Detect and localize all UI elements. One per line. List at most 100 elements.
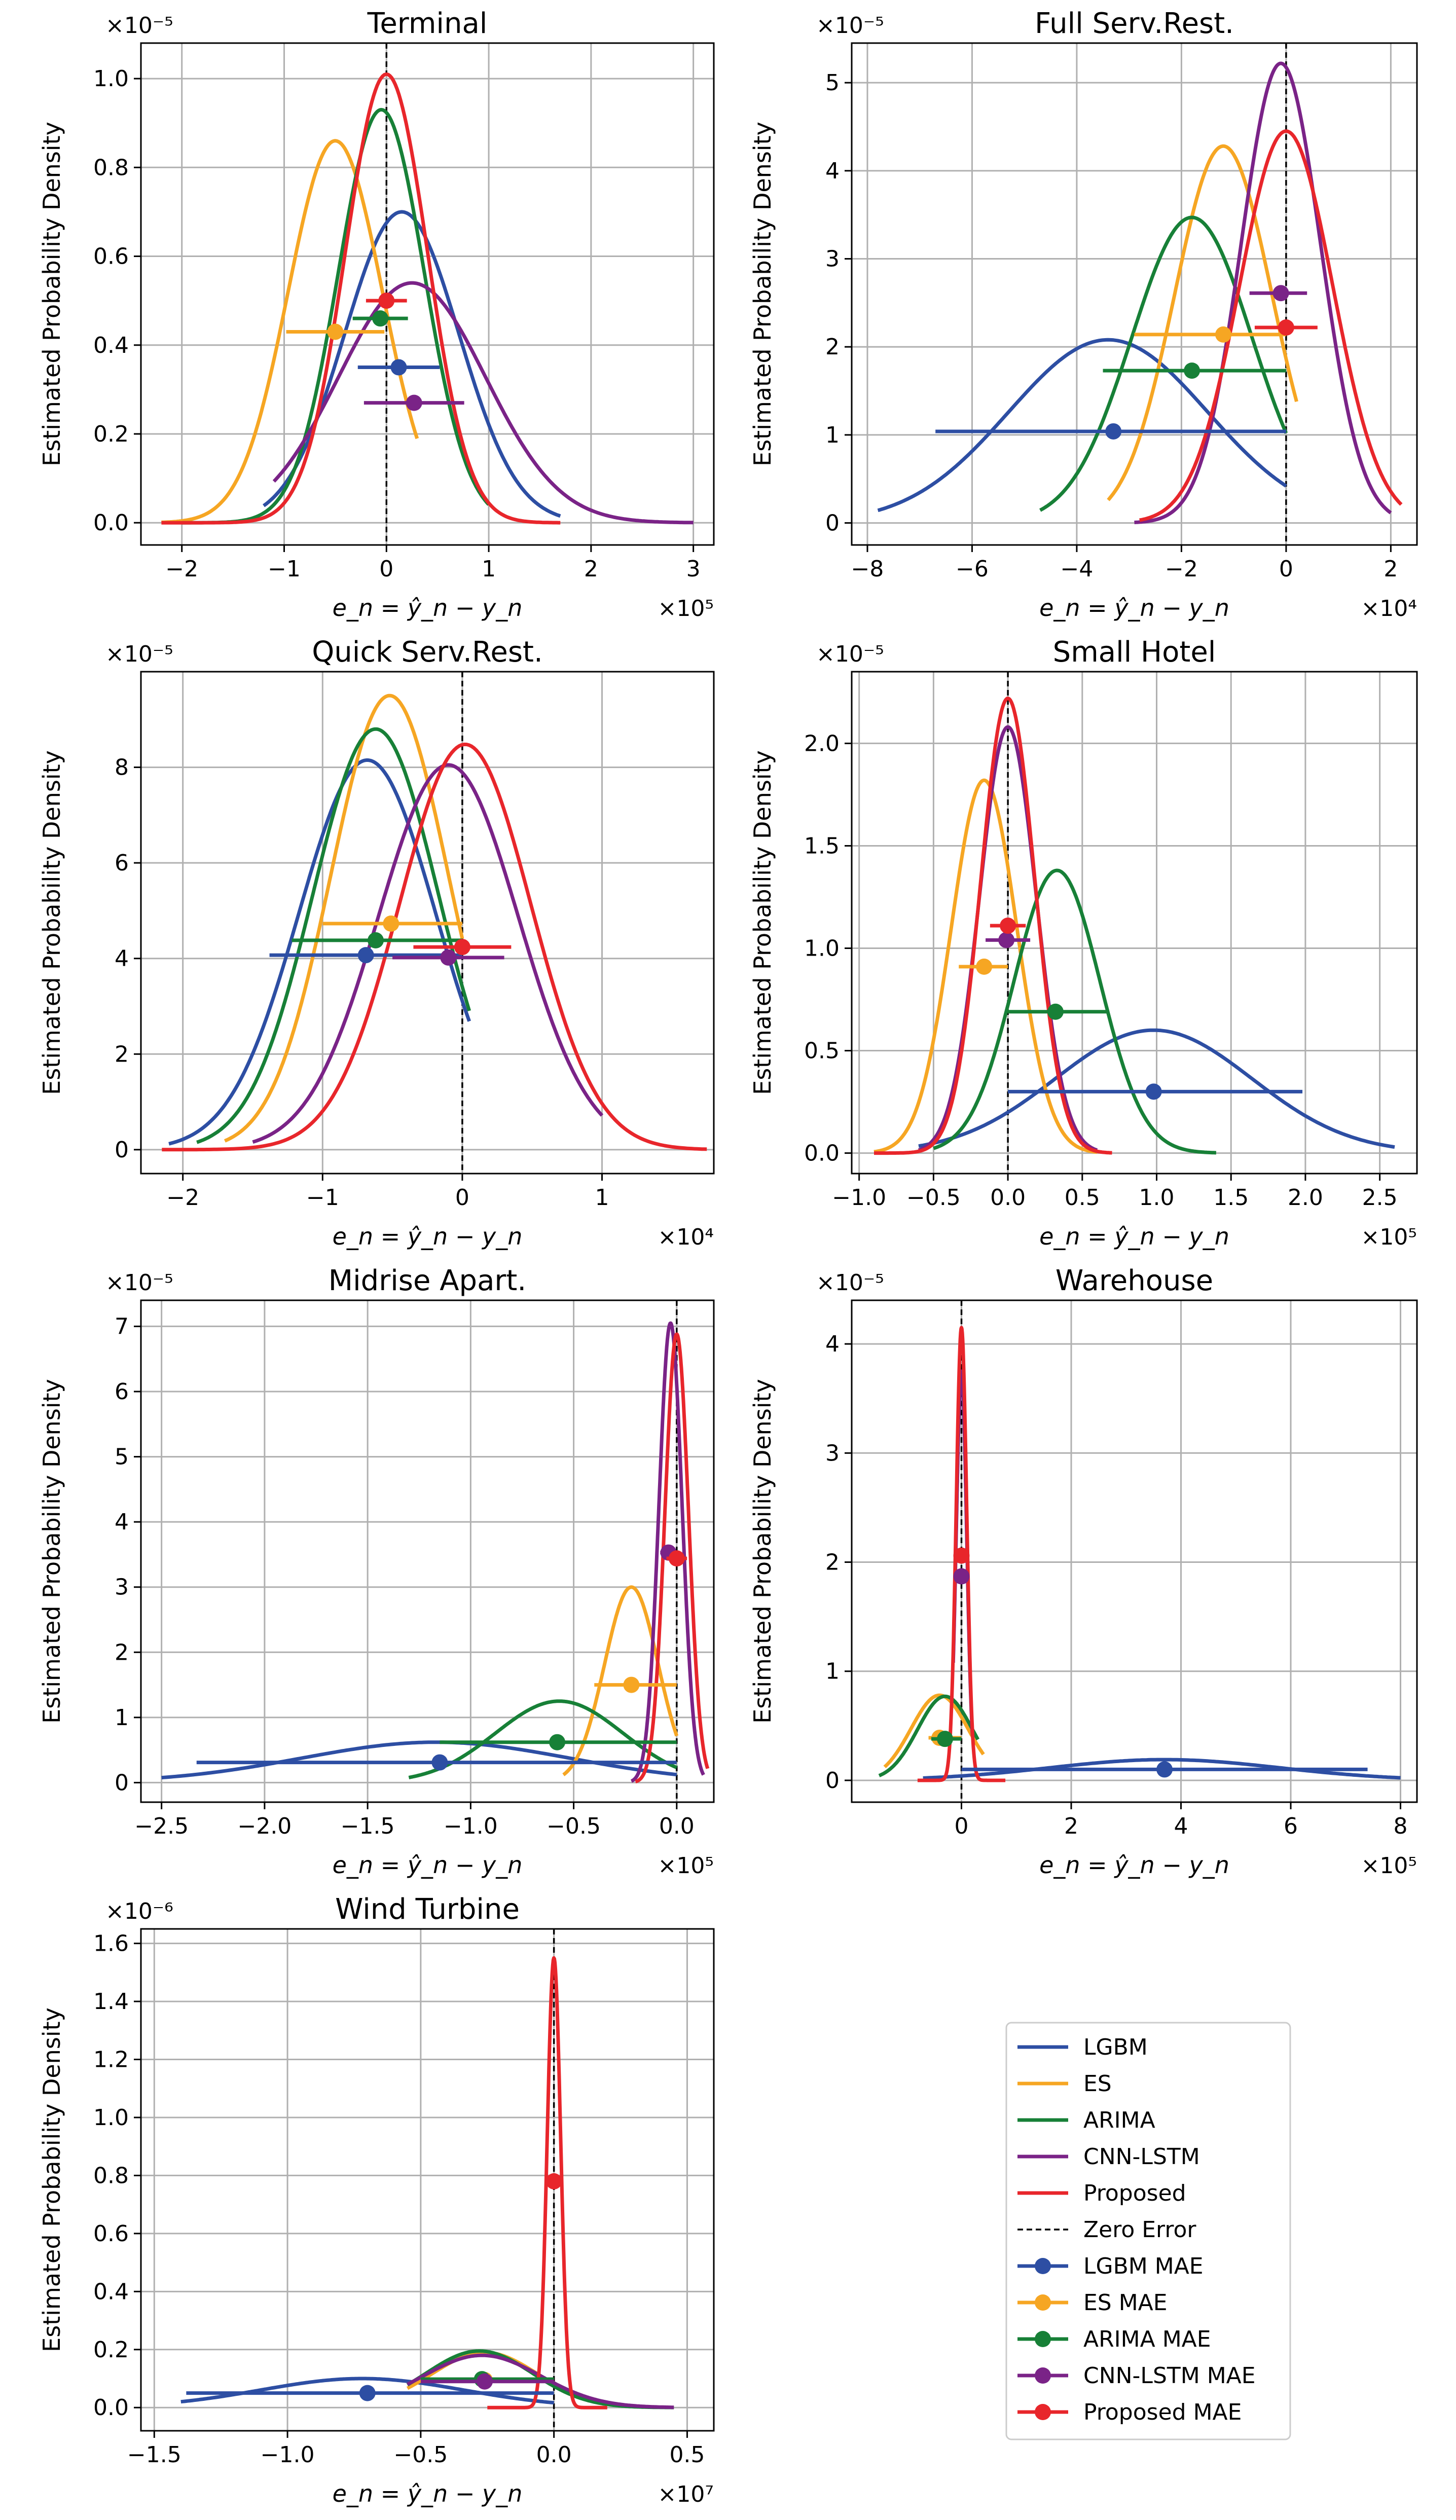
legend-label-arima-mae: ARIMA MAE xyxy=(1083,2326,1211,2352)
y-axis-label: Estimated Probability Density xyxy=(38,122,65,466)
density-curve-proposed xyxy=(873,697,1113,1155)
y-axis-label: Estimated Probability Density xyxy=(38,1379,65,1724)
density-curve-proposed xyxy=(916,1326,1007,1782)
x-scale-label: ×10⁵ xyxy=(658,596,714,622)
density-curve-lgbm xyxy=(918,1028,1395,1149)
x-scale-label: ×10⁴ xyxy=(1361,596,1417,622)
x-tick-label: −1.5 xyxy=(127,2442,181,2468)
mae-marker-proposed xyxy=(545,2173,562,2189)
x-tick-label: 6 xyxy=(1284,1813,1298,1839)
plot-area xyxy=(180,1929,675,2431)
y-tick-label: 4 xyxy=(115,1509,129,1535)
y-tick-label: 0 xyxy=(115,1137,129,1163)
density-curve-arima xyxy=(878,1694,980,1777)
x-tick-label: 0.5 xyxy=(669,2442,705,2468)
x-tick-label: −2 xyxy=(1165,556,1198,582)
mae-marker-arima xyxy=(1047,1003,1064,1020)
x-tick-label: 4 xyxy=(1174,1813,1188,1839)
legend-label-cnn-lstm: CNN-LSTM xyxy=(1083,2144,1200,2170)
mae-marker-proposed xyxy=(668,1550,685,1567)
x-tick-label: −2 xyxy=(165,556,198,582)
density-curve-arima xyxy=(933,868,1217,1155)
x-tick-label: 0 xyxy=(955,1813,969,1839)
density-curve-cnn-lstm xyxy=(252,763,604,1144)
axes-frame xyxy=(851,671,1418,1175)
panel-title: Midrise Apart. xyxy=(329,1264,526,1297)
x-axis-label: e_n = ŷ_n − y_n xyxy=(1039,1851,1229,1879)
y-axis-label: Estimated Probability Density xyxy=(749,1379,776,1724)
density-curve-es xyxy=(873,778,1098,1154)
axes-frame xyxy=(140,671,715,1175)
panel-title: Small Hotel xyxy=(1053,636,1216,669)
x-tick-label: −1.0 xyxy=(444,1813,498,1839)
mae-marker-arima xyxy=(368,932,384,948)
legend-label-es-mae: ES MAE xyxy=(1083,2290,1168,2316)
x-tick-label: 3 xyxy=(686,556,701,582)
mae-marker-arima xyxy=(1184,362,1200,379)
density-curve-lgbm xyxy=(168,758,471,1146)
mae-marker-lgbm xyxy=(390,359,407,376)
mae-marker-es xyxy=(1215,326,1232,343)
legend-marker-es-mae xyxy=(1035,2294,1051,2311)
density-curve-es xyxy=(224,693,464,1143)
density-curve-arima xyxy=(1039,215,1288,512)
y-tick-label: 1.6 xyxy=(93,1931,129,1957)
x-tick-label: −8 xyxy=(851,556,884,582)
panel-small-hotel: −1.0 −0.5 0.0 0.5 1.0 1.5 2.0 2.5 0.0 0.5 1.0 1.5 2.… xyxy=(749,636,1418,1250)
axes-frame xyxy=(140,42,715,546)
y-tick-label: 0.0 xyxy=(804,1141,840,1166)
y-tick-label: 2.0 xyxy=(804,731,840,756)
y-tick-label: 2 xyxy=(825,334,840,360)
x-tick-label: 0.5 xyxy=(1065,1185,1100,1211)
y-scale-label: ×10⁻⁵ xyxy=(105,13,173,39)
y-tick-label: 0.4 xyxy=(93,2279,129,2305)
y-tick-label: 1.0 xyxy=(93,66,129,92)
x-tick-label: 1 xyxy=(482,556,496,582)
y-scale-label: ×10⁻⁵ xyxy=(816,1270,884,1296)
y-scale-label: ×10⁻⁵ xyxy=(816,13,884,39)
mae-marker-lgbm xyxy=(1156,1761,1173,1778)
y-tick-label: 0.2 xyxy=(93,2337,129,2363)
y-tick-label: 1 xyxy=(115,1705,129,1731)
y-tick-label: 1.0 xyxy=(93,2105,129,2131)
x-tick-label: 0.0 xyxy=(536,2442,572,2468)
x-axis-label: e_n = ŷ_n − y_n xyxy=(333,1223,523,1250)
x-tick-label: 0.0 xyxy=(659,1813,695,1839)
y-tick-label: 1.4 xyxy=(93,1989,129,2015)
x-tick-label: −1 xyxy=(268,556,301,582)
x-tick-label: 0 xyxy=(455,1185,469,1211)
mae-marker-cnn-lstm xyxy=(1272,285,1289,302)
legend-label-lgbm: LGBM xyxy=(1083,2034,1148,2060)
panel-quick-serv-rest-: −2 −1 0 1 0 2 4 6 8 Quick Serv.Rest. ×10⁻⁵ ×10⁴ e_n … xyxy=(38,636,715,1250)
panel-title: Quick Serv.Rest. xyxy=(312,636,543,669)
mae-marker-es xyxy=(327,323,344,340)
legend-label-lgbm-mae: LGBM MAE xyxy=(1083,2253,1204,2279)
mae-marker-lgbm xyxy=(1105,423,1122,440)
density-curve-arima xyxy=(408,1699,678,1779)
legend-label-cnn-lstm-mae: CNN-LSTM MAE xyxy=(1083,2363,1256,2389)
density-curve-proposed xyxy=(162,742,707,1152)
y-tick-label: 5 xyxy=(115,1444,129,1470)
density-curve-es xyxy=(883,1693,985,1769)
density-curve-es xyxy=(161,139,419,524)
panel-full-serv-rest-: −8 −6 −4 −2 0 2 0 1 2 3 4 5 Full Serv.Rest. ×10⁻⁵ ×10⁴… xyxy=(749,7,1418,622)
y-tick-label: 1 xyxy=(825,1659,840,1685)
density-curve-cnn-lstm xyxy=(407,2353,675,2409)
y-tick-label: 0.0 xyxy=(93,510,129,536)
x-axis-label: e_n = ŷ_n − y_n xyxy=(333,594,523,622)
y-scale-label: ×10⁻⁵ xyxy=(105,641,173,667)
x-tick-label: −0.5 xyxy=(547,1813,601,1839)
x-tick-label: −6 xyxy=(956,556,989,582)
mae-marker-proposed xyxy=(1000,918,1016,934)
density-curve-cnn-lstm xyxy=(1134,61,1392,525)
x-scale-label: ×10⁵ xyxy=(1361,1224,1417,1250)
y-tick-label: 7 xyxy=(115,1313,129,1339)
x-axis-label: e_n = ŷ_n − y_n xyxy=(333,2480,523,2507)
y-tick-label: 2 xyxy=(825,1550,840,1576)
y-tick-label: 3 xyxy=(115,1575,129,1600)
y-tick-label: 3 xyxy=(825,1440,840,1466)
density-curve-arima xyxy=(196,727,471,1144)
density-curve-proposed xyxy=(486,1956,609,2409)
y-tick-label: 0.4 xyxy=(93,333,129,358)
